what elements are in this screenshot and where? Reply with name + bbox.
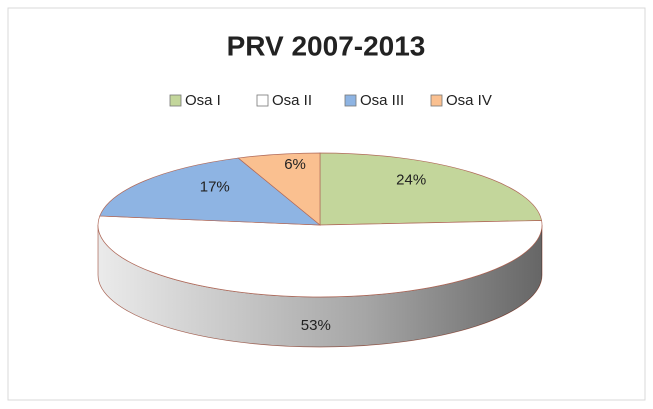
legend-label: Osa I — [185, 92, 221, 109]
data-label: 6% — [284, 156, 306, 173]
legend-swatch — [256, 94, 269, 107]
chart-title: PRV 2007-2013 — [227, 30, 426, 61]
pie-slice — [319, 152, 542, 226]
legend-label: Osa IV — [446, 92, 492, 109]
legend-swatch — [430, 94, 443, 107]
data-label: 17% — [200, 178, 230, 195]
pie-side-shade — [98, 225, 542, 347]
pie-slice — [97, 215, 543, 298]
data-label: 53% — [301, 317, 331, 334]
data-label: 24% — [396, 171, 426, 188]
pie-slice — [99, 157, 322, 226]
legend-swatch — [169, 94, 182, 107]
legend-label: Osa III — [360, 92, 404, 109]
legend-label: Osa II — [272, 92, 312, 109]
legend-swatch — [344, 94, 357, 107]
pie-slice — [237, 152, 321, 226]
